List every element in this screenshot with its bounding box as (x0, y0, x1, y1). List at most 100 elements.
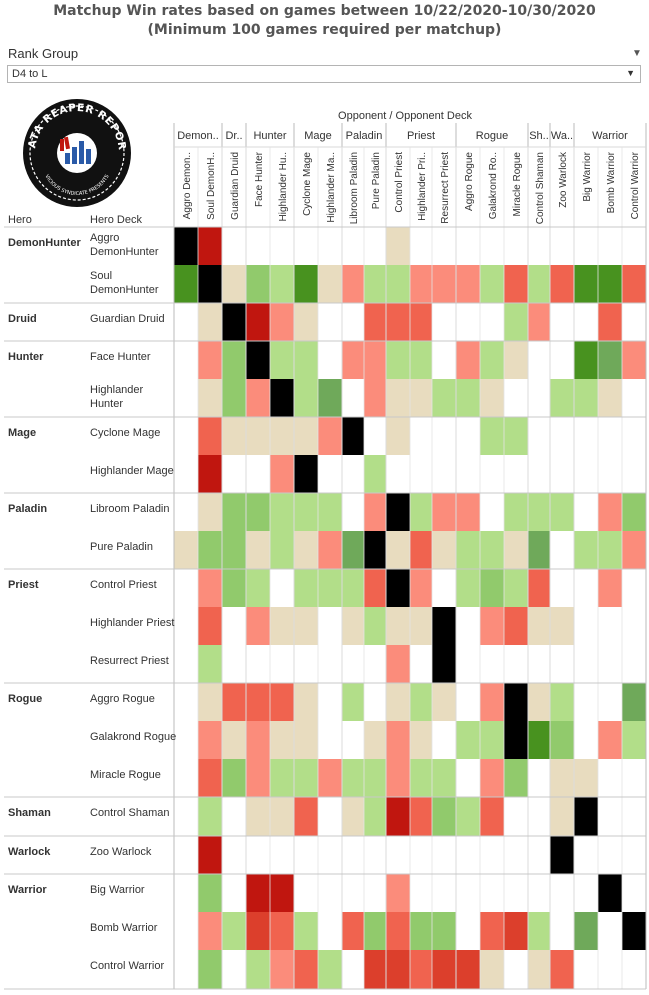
heatmap-cell (456, 569, 480, 607)
opponent-deck-label: Pure Paladin (371, 152, 382, 209)
heatmap-cell (386, 797, 410, 836)
hero-deck-label: Cyclone Mage (90, 427, 160, 439)
heatmap-cell (480, 950, 504, 989)
opponent-deck-label: Miracle Rogue (512, 152, 523, 217)
heatmap-cell (222, 683, 246, 721)
heatmap-cell (294, 759, 318, 797)
hero-deck-label: Zoo Warlock (90, 846, 152, 858)
heatmap-cell (270, 683, 294, 721)
heatmap-cell (410, 265, 432, 303)
heatmap-cell (528, 265, 550, 303)
heatmap-cell (386, 379, 410, 417)
heatmap-cell (432, 379, 456, 417)
heatmap-cell (246, 531, 270, 569)
heatmap-cell (198, 227, 222, 265)
heatmap-cell (198, 836, 222, 874)
hero-deck-label: DemonHunter (90, 284, 159, 296)
filter-menu-caret-icon[interactable]: ▼ (632, 48, 642, 59)
heatmap-cell (528, 531, 550, 569)
heatmap-cell (364, 265, 386, 303)
heatmap-cell (364, 950, 386, 989)
heatmap-cell (598, 721, 622, 759)
heatmap-cell (480, 417, 504, 455)
heatmap-cell (270, 341, 294, 379)
heatmap-cell (270, 493, 294, 531)
opponent-deck-label: Cyclone Mage (302, 152, 313, 216)
heatmap-cell (198, 645, 222, 683)
heatmap-cell (456, 721, 480, 759)
heatmap-cell (410, 607, 432, 645)
heatmap-cell (480, 265, 504, 303)
opponent-deck-label: Resurrect Priest (440, 152, 451, 224)
heatmap-cell (480, 797, 504, 836)
heatmap-cell (410, 721, 432, 759)
heatmap-cell (504, 912, 528, 950)
hero-axis-header: Hero (8, 214, 32, 226)
heatmap-cell (246, 950, 270, 989)
heatmap-cell (246, 303, 270, 341)
heatmap-cell (410, 683, 432, 721)
heatmap-cell (386, 417, 410, 455)
heatmap-cell (504, 265, 528, 303)
hero-deck-label: Big Warrior (90, 884, 145, 896)
heatmap-cell (504, 493, 528, 531)
opponent-class-label: Rogue (476, 130, 508, 142)
hero-deck-label: Guardian Druid (90, 313, 165, 325)
heatmap-cell (622, 721, 646, 759)
hero-deck-label: Galakrond Rogue (90, 731, 176, 743)
heatmap-cell (432, 912, 456, 950)
heatmap-cell (222, 912, 246, 950)
heatmap-cell (364, 531, 386, 569)
heatmap-cell (198, 265, 222, 303)
heatmap-cell (456, 379, 480, 417)
opponent-class-label: Mage (304, 130, 332, 142)
heatmap-cell (318, 417, 342, 455)
heatmap-cell (364, 303, 386, 341)
opponent-deck-label: Highlander Ma.. (326, 152, 337, 223)
heatmap-cell (480, 607, 504, 645)
heatmap-cell (246, 721, 270, 759)
heatmap-cell (598, 874, 622, 912)
hero-deck-label: Pure Paladin (90, 541, 153, 553)
heatmap-cell (386, 874, 410, 912)
heatmap-cell (410, 341, 432, 379)
hero-class-label: Rogue (8, 693, 42, 705)
hero-deck-label: Miracle Rogue (90, 769, 161, 781)
heatmap-cell (342, 912, 364, 950)
heatmap-cell (246, 265, 270, 303)
heatmap-cell (174, 531, 198, 569)
hero-deck-axis-header: Hero Deck (90, 214, 142, 226)
heatmap-cell (364, 797, 386, 836)
heatmap-cell (410, 303, 432, 341)
heatmap-cell (198, 379, 222, 417)
hero-deck-label: Highlander Priest (90, 617, 174, 629)
heatmap-cell (550, 607, 574, 645)
heatmap-cell (246, 493, 270, 531)
hero-deck-label: Face Hunter (90, 351, 151, 363)
heatmap-cell (364, 759, 386, 797)
data-reaper-logo: DATA REAPER REPORT VICIOUS SYNDICATE PRE… (21, 97, 131, 207)
heatmap-cell (294, 379, 318, 417)
heatmap-cell (222, 531, 246, 569)
heatmap-cell (480, 721, 504, 759)
heatmap-cell (622, 493, 646, 531)
heatmap-cell (504, 569, 528, 607)
rank-group-dropdown[interactable]: D4 to L ▼ (7, 65, 641, 83)
heatmap-cell (294, 912, 318, 950)
heatmap-cell (270, 874, 294, 912)
heatmap-cell (574, 759, 598, 797)
heatmap-cell (270, 265, 294, 303)
heatmap-cell (364, 721, 386, 759)
opponent-class-label: Wa.. (551, 130, 573, 142)
heatmap-cell (270, 950, 294, 989)
heatmap-cell (574, 797, 598, 836)
opponent-class-label: Dr.. (225, 130, 242, 142)
heatmap-cell (550, 265, 574, 303)
heatmap-cell (364, 607, 386, 645)
heatmap-cell (528, 721, 550, 759)
heatmap-cell (456, 341, 480, 379)
heatmap-cell (198, 797, 222, 836)
heatmap-cell (364, 379, 386, 417)
heatmap-cell (294, 303, 318, 341)
